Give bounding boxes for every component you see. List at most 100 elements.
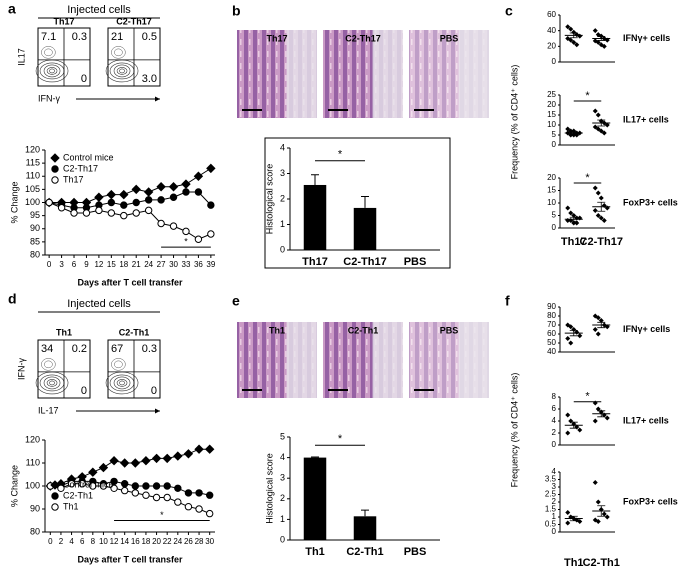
point: [194, 235, 203, 243]
data-point: [592, 28, 598, 34]
subplot-name: FoxP3+ cells: [623, 496, 678, 506]
series-line: [50, 448, 210, 487]
sem-bar: [569, 515, 578, 522]
data-point: [568, 37, 574, 43]
point: [89, 482, 97, 490]
y-tick-label: 4: [552, 416, 557, 425]
data-point: [568, 324, 574, 330]
data-point: [601, 511, 607, 517]
x-tick-label: 39: [206, 260, 215, 269]
image-label: C2-Th17: [345, 33, 381, 43]
point: [107, 198, 116, 207]
data-point: [592, 418, 598, 424]
data-point: [595, 331, 601, 337]
y-tick-label: 60: [547, 10, 556, 19]
point: [194, 444, 204, 454]
contour: [113, 376, 131, 390]
y-tick-label: 3.5: [545, 475, 557, 484]
legend-label: Control mice: [63, 152, 114, 162]
histology-background: [458, 30, 489, 118]
point: [182, 227, 190, 236]
x-tick-label: 3: [59, 260, 64, 269]
quadrant-value: 0: [151, 385, 157, 397]
series-line: [50, 480, 210, 496]
contour: [46, 379, 58, 387]
y-tick-label: 4: [552, 467, 557, 476]
point: [144, 196, 153, 204]
annotation: *: [585, 172, 590, 184]
series-line: [50, 483, 210, 515]
y-tick-label: 85: [30, 236, 40, 246]
contour: [44, 360, 53, 369]
annotation: *: [585, 90, 590, 102]
panel-label: b: [232, 3, 241, 19]
point: [57, 484, 65, 492]
point: [99, 482, 108, 490]
error-bar: [311, 456, 319, 458]
point: [169, 222, 178, 230]
x-tick-label: PBS: [404, 256, 427, 268]
x-tick-label: 22: [163, 537, 172, 546]
point: [143, 187, 154, 197]
x-tick-label: 24: [144, 260, 153, 269]
flow-title: Injected cells: [67, 298, 131, 310]
x-tick-label: 24: [173, 537, 182, 546]
contour: [43, 376, 61, 390]
x-tick-label: Th1: [305, 546, 325, 558]
y-tick-label: 120: [25, 434, 40, 444]
point: [144, 206, 153, 215]
plot-name: C2-Th17: [116, 16, 152, 26]
data-point: [601, 218, 607, 223]
y-tick-label: 60: [547, 329, 556, 338]
y-tick-label: 80: [547, 311, 556, 320]
plot-frame: [264, 137, 451, 269]
point: [120, 201, 128, 209]
panel-label: c: [505, 3, 513, 19]
x-tick-label: 36: [194, 260, 203, 269]
data-point: [604, 514, 610, 520]
contour: [114, 360, 123, 369]
y-tick-label: 2: [552, 428, 557, 437]
bar: [353, 516, 377, 540]
point: [94, 192, 104, 202]
panel-label: f: [505, 293, 510, 309]
x-tick-label: 10: [99, 537, 108, 546]
quadrant-value: 67: [111, 343, 123, 355]
subplot-name: IL17+ cells: [623, 415, 669, 425]
data-point: [604, 415, 610, 421]
data-point: [571, 220, 577, 226]
x-tick-label: C2-Th17: [343, 256, 386, 268]
y-tick-label: 10: [547, 120, 556, 129]
point: [131, 184, 141, 195]
sem-bar: [569, 32, 578, 39]
point: [88, 467, 98, 477]
data-point: [598, 318, 604, 323]
error-bar: [361, 195, 369, 208]
contour: [116, 379, 128, 387]
plot-name: Th1: [56, 327, 72, 337]
y-tick-label: 80: [30, 526, 40, 536]
data-point: [601, 43, 607, 49]
panel-label: a: [8, 1, 16, 17]
y-tick-label: 100: [25, 480, 40, 490]
x-tick-label: 12: [94, 260, 103, 269]
y-tick-label: 70: [547, 320, 556, 329]
point: [142, 491, 150, 499]
y-tick-label: 5: [552, 130, 557, 139]
sem-bar: [597, 119, 606, 127]
y-tick-label: 15: [547, 110, 556, 119]
data-point: [595, 112, 601, 118]
data-point: [571, 213, 577, 218]
y-axis-label: Frequency (% of CD4⁺ cells): [509, 373, 519, 488]
point: [130, 458, 141, 468]
data-point: [595, 406, 601, 412]
y-axis-label: IFN-γ: [16, 358, 26, 380]
point: [131, 482, 140, 490]
quadrant-value: 3.0: [142, 73, 157, 85]
point: [57, 204, 66, 212]
point: [195, 505, 203, 513]
point: [119, 458, 130, 468]
x-tick-label: PBS: [404, 546, 427, 558]
x-axis-label: Days after T cell transfer: [77, 554, 183, 564]
contour: [46, 67, 58, 75]
